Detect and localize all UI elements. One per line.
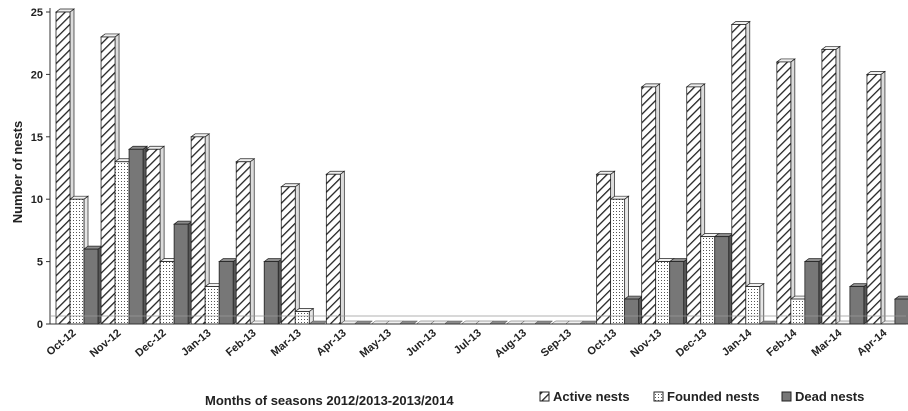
legend-swatch-founded [653, 391, 664, 402]
legend-item-active: Active nests [539, 389, 630, 404]
bar-dead [218, 257, 239, 325]
x-tick-label: Mar-14 [809, 327, 845, 360]
bar-active [325, 170, 346, 325]
x-tick-label: May-13 [358, 327, 394, 360]
bar-dead [893, 295, 908, 325]
bar-active [775, 58, 796, 325]
x-tick-label: Dec-13 [674, 327, 709, 359]
x-axis-title: Months of seasons 2012/2013-2013/2014 [205, 393, 454, 408]
legend-item-dead: Dead nests [781, 389, 864, 404]
legend: Active nests Founded nests Dead nests [539, 389, 864, 404]
y-tick-label: 25 [31, 7, 43, 19]
bar-dead [803, 257, 824, 325]
x-tick-label: Apr-13 [314, 327, 348, 359]
x-tick-label: Jan-14 [720, 327, 755, 359]
bar-dead [128, 145, 149, 325]
legend-swatch-dead [781, 391, 792, 402]
x-tick-label: Oct-13 [585, 327, 619, 358]
bar-active [280, 183, 301, 325]
bar-dead [848, 282, 869, 325]
x-tick-label: Feb-13 [224, 327, 259, 359]
x-tick-label: Jun-13 [404, 327, 439, 359]
bar-active [865, 70, 886, 325]
legend-swatch-active [539, 391, 550, 402]
legend-label-founded: Founded nests [667, 389, 759, 404]
legend-item-founded: Founded nests [653, 389, 759, 404]
x-tick-label: Jul-13 [452, 327, 484, 357]
y-tick-label: 5 [37, 257, 43, 269]
bar-active [820, 45, 841, 325]
legend-label-dead: Dead nests [795, 389, 864, 404]
x-tick-label: Dec-12 [133, 327, 168, 359]
bar-dead [668, 257, 689, 325]
y-tick-label: 10 [31, 194, 43, 206]
y-tick-label: 0 [37, 319, 43, 331]
x-tick-label: Jan-13 [179, 327, 213, 359]
bar-dead [713, 232, 734, 325]
x-tick-label: Sep-13 [539, 327, 574, 359]
axes-layer [49, 8, 906, 325]
x-tick-label: Mar-13 [269, 327, 304, 359]
y-tick-label: 15 [31, 132, 43, 144]
x-tick-label: Apr-14 [855, 327, 890, 359]
y-tick-labels: 0 5 10 15 20 25 [31, 7, 50, 331]
y-tick-label: 20 [31, 69, 43, 81]
bar-dead [623, 295, 644, 325]
x-tick-label: Nov-12 [88, 327, 124, 360]
bar-dead [173, 220, 194, 325]
x-tick-label: Aug-13 [493, 327, 529, 360]
bars-layer [54, 8, 908, 325]
bar-active [730, 20, 751, 325]
x-tick-label: Nov-13 [628, 327, 664, 360]
x-tick-label: Oct-12 [45, 327, 79, 358]
bar-active [235, 158, 256, 325]
bar-founded [744, 282, 765, 325]
x-tick-label: Feb-14 [764, 327, 800, 360]
x-tick-labels: Oct-12 Nov-12 Dec-12 Jan-13 Feb-13 Mar-13 Apr-… [45, 327, 891, 361]
y-axis-title: Number of nests [10, 121, 25, 224]
bar-dead [82, 245, 104, 325]
bar-dead [263, 257, 284, 325]
legend-label-active: Active nests [553, 389, 630, 404]
